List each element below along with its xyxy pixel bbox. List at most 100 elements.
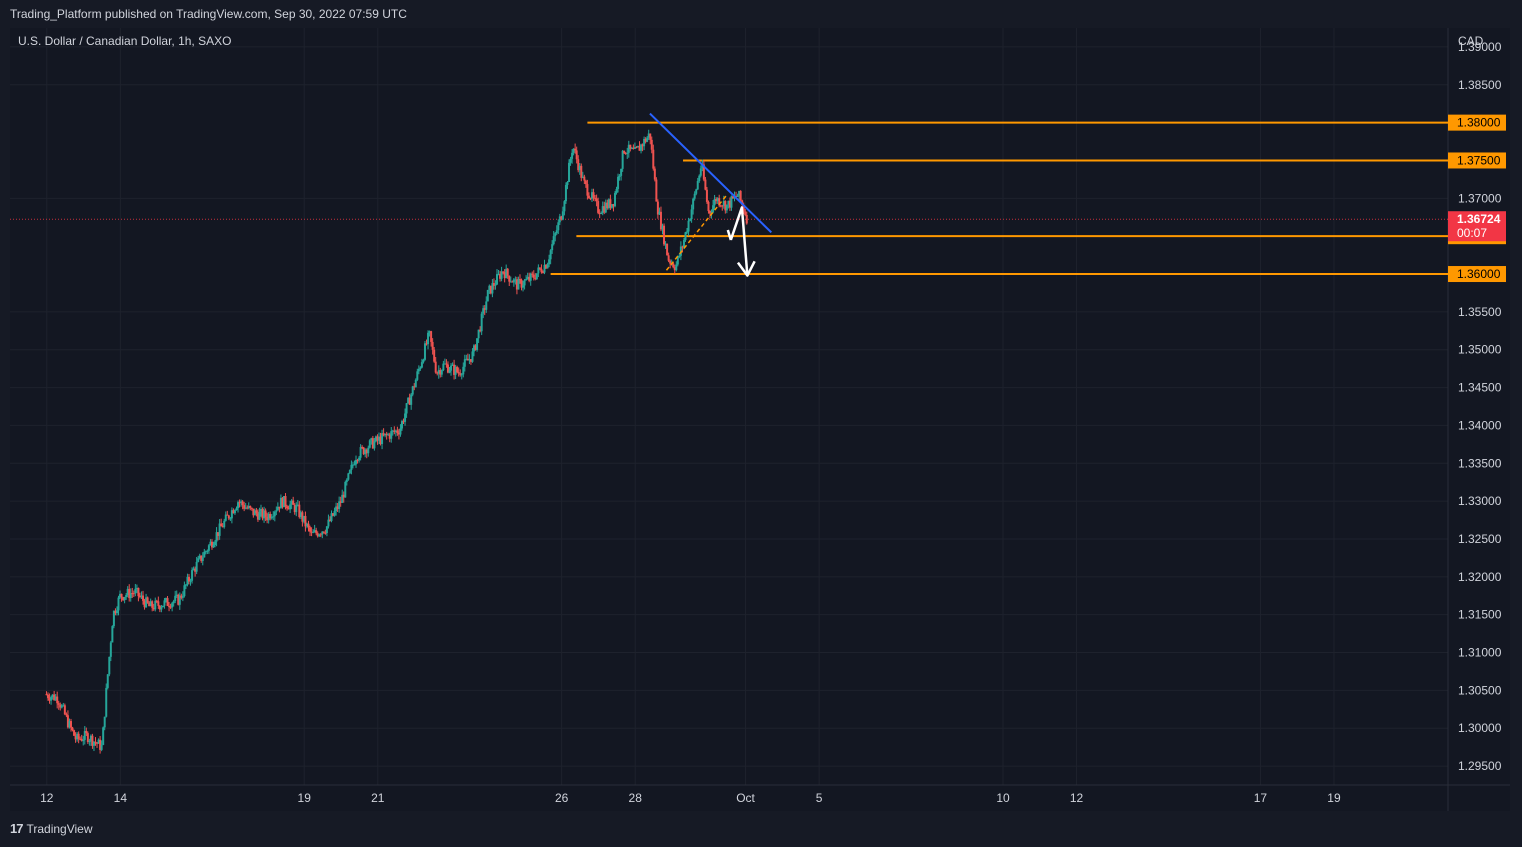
candle-body bbox=[344, 482, 347, 498]
candle-body bbox=[195, 561, 198, 572]
candle-body bbox=[358, 457, 361, 461]
candle-body bbox=[506, 268, 509, 276]
candle-body bbox=[457, 372, 460, 374]
candle-body bbox=[489, 285, 492, 294]
candle-body bbox=[192, 568, 195, 571]
current-price-tag bbox=[1448, 211, 1506, 242]
candle-body bbox=[100, 744, 103, 750]
candle-body bbox=[705, 189, 708, 202]
candle-body bbox=[531, 273, 534, 275]
candle-body bbox=[79, 738, 82, 740]
candle-body bbox=[712, 205, 715, 213]
candle-body bbox=[724, 201, 727, 211]
candle-body bbox=[163, 600, 166, 606]
x-tick-label: 12 bbox=[40, 791, 54, 805]
candle-body bbox=[520, 279, 523, 288]
candle-body bbox=[60, 705, 63, 708]
candle-body bbox=[68, 721, 71, 728]
candle-body bbox=[615, 188, 618, 194]
candle-body bbox=[338, 501, 341, 509]
candle-body bbox=[572, 148, 575, 153]
candle-body bbox=[322, 531, 325, 533]
candle-body bbox=[148, 602, 151, 607]
candle-body bbox=[103, 716, 106, 728]
candle-body bbox=[125, 594, 128, 598]
candle-body bbox=[232, 510, 235, 514]
candle-body bbox=[627, 144, 630, 153]
candle-body bbox=[235, 508, 238, 511]
candle-body bbox=[428, 331, 431, 333]
level-price-tag bbox=[1448, 152, 1506, 169]
price-axis: 1.39000 1.38500 1.37000 1.35500 1.35000 1.345… bbox=[1448, 40, 1506, 773]
candle-body bbox=[66, 715, 69, 728]
candle-body bbox=[106, 674, 109, 688]
candle-body bbox=[423, 343, 426, 360]
candle-body bbox=[400, 421, 403, 429]
candle-body bbox=[443, 363, 446, 365]
candle-body bbox=[267, 513, 270, 521]
candle-body bbox=[154, 600, 157, 610]
candle-body bbox=[595, 198, 598, 202]
candle-body bbox=[480, 313, 483, 332]
candle-body bbox=[71, 727, 74, 731]
candle-body bbox=[348, 470, 351, 474]
candle-body bbox=[509, 281, 512, 283]
x-tick-label: Oct bbox=[736, 791, 755, 805]
y-tick-label: 1.30500 bbox=[1458, 683, 1502, 697]
candle-body bbox=[658, 211, 661, 215]
candle-body bbox=[399, 428, 402, 435]
candle-body bbox=[427, 332, 430, 345]
candle-body bbox=[387, 434, 390, 436]
candle-body bbox=[633, 147, 636, 150]
candle-body bbox=[477, 329, 480, 339]
candle-body bbox=[491, 283, 494, 294]
candle-body bbox=[247, 506, 250, 509]
candle-body bbox=[502, 271, 505, 273]
descending-trendline bbox=[649, 112, 772, 234]
candle-body bbox=[416, 371, 419, 380]
projection-arrow-head bbox=[736, 260, 756, 277]
candle-body bbox=[276, 506, 279, 511]
candle-body bbox=[238, 502, 241, 504]
candle-body bbox=[664, 243, 667, 245]
candle-body bbox=[203, 551, 206, 558]
tradingview-logo[interactable]: 17 TradingView bbox=[10, 811, 93, 847]
candle-body bbox=[603, 206, 606, 213]
y-tick-label: 1.35500 bbox=[1458, 305, 1502, 319]
candle-body bbox=[77, 733, 80, 739]
candle-body bbox=[672, 263, 675, 268]
candle-body bbox=[638, 145, 641, 151]
candle-body bbox=[217, 532, 220, 536]
candle-body bbox=[641, 144, 644, 147]
candle-body bbox=[431, 341, 434, 350]
candle-body bbox=[226, 514, 229, 516]
candle-body bbox=[518, 279, 521, 281]
candle-body bbox=[287, 508, 290, 510]
candle-body bbox=[578, 165, 581, 171]
candle-body bbox=[494, 284, 497, 286]
candle-body bbox=[221, 526, 224, 528]
candle-body bbox=[676, 256, 679, 265]
candle-body bbox=[194, 568, 197, 572]
candle-body bbox=[250, 507, 253, 509]
candle-body bbox=[666, 243, 669, 256]
publish-header: Trading_Platform published on TradingVie… bbox=[0, 0, 1522, 28]
candle-body bbox=[692, 198, 695, 210]
candle-body bbox=[414, 379, 417, 388]
candle-body bbox=[206, 550, 209, 552]
candle-body bbox=[181, 596, 184, 598]
candle-body bbox=[164, 598, 167, 601]
candle-body bbox=[298, 504, 301, 518]
candle-body bbox=[186, 576, 189, 585]
candle-body bbox=[313, 530, 316, 533]
candle-body bbox=[397, 432, 400, 435]
candle-body bbox=[618, 175, 621, 177]
candle-body bbox=[263, 510, 266, 519]
candle-body bbox=[702, 164, 705, 180]
candle-body bbox=[114, 610, 117, 614]
level-price-label: 1.38000 bbox=[1457, 116, 1501, 130]
candle-body bbox=[436, 372, 439, 374]
candle-body bbox=[312, 532, 315, 534]
candle-body bbox=[574, 148, 577, 151]
